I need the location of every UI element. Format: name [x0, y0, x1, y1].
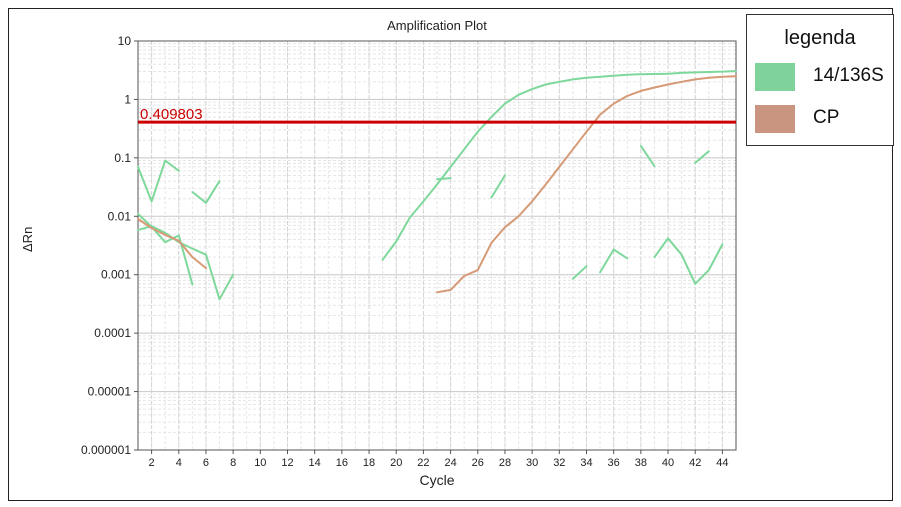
x-tick-label: 12 [281, 457, 293, 469]
y-tick-label: 0.00001 [88, 385, 132, 399]
x-tick-label: 10 [254, 457, 266, 469]
outer-border [8, 8, 893, 501]
y-tick-label: 0.01 [108, 209, 132, 223]
series-14-136s-line [571, 265, 588, 280]
y-tick-label: 0.0001 [94, 326, 131, 340]
legend-swatch-14-136s [755, 63, 795, 91]
series-14-136s-line [137, 212, 194, 286]
series-14-136s-line [137, 159, 180, 203]
series-cp-line [137, 218, 207, 270]
series-14-136s-line [639, 144, 656, 168]
x-tick-label: 6 [203, 457, 209, 469]
y-tick-label: 0.001 [101, 268, 131, 282]
y-tick-label: 0.000001 [81, 443, 131, 457]
legend: legenda 14/136S CP [746, 14, 894, 146]
series-14-136s-line [490, 174, 506, 199]
axis-box [137, 40, 737, 451]
x-tick-label: 20 [390, 457, 402, 469]
x-tick-label: 26 [472, 457, 484, 469]
x-tick-label: 34 [580, 457, 592, 469]
legend-swatch-cp [755, 105, 795, 133]
y-tick-label: 0.1 [114, 151, 131, 165]
x-tick-label: 28 [499, 457, 511, 469]
series-14-136s-line [653, 237, 724, 285]
legend-title: legenda [784, 27, 856, 49]
x-tick-label: 36 [608, 457, 620, 469]
series-14-136s-line [436, 177, 452, 181]
chart-title: Amplification Plot [387, 18, 487, 33]
y-tick-label: 10 [118, 34, 132, 48]
threshold-label: 0.409803 [140, 106, 203, 123]
x-tick-label: 40 [662, 457, 674, 469]
legend-label-cp: CP [813, 107, 840, 128]
x-tick-label: 16 [336, 457, 348, 469]
series-14-136s-line [694, 150, 710, 164]
series-14-136s-line [137, 225, 235, 301]
series-14-136s-line [599, 248, 629, 274]
y-axis-label: ΔRn [20, 226, 35, 252]
x-tick-label: 2 [149, 457, 155, 469]
x-tick-label: 14 [309, 457, 321, 469]
legend-label-14-136s: 14/136S [813, 65, 884, 86]
x-tick-label: 4 [176, 457, 182, 469]
x-tick-label: 22 [417, 457, 429, 469]
x-tick-label: 38 [635, 457, 647, 469]
x-tick-label: 30 [526, 457, 538, 469]
x-tick-label: 18 [363, 457, 375, 469]
x-tick-label: 32 [553, 457, 565, 469]
x-tick-label: 24 [444, 457, 456, 469]
x-tick-label: 44 [716, 457, 728, 469]
y-tick-label: 1 [124, 92, 131, 106]
x-axis-label: Cycle [419, 472, 455, 488]
x-tick-label: 8 [230, 457, 236, 469]
x-tick-label: 42 [689, 457, 701, 469]
series-cp-line [436, 75, 737, 294]
series-14-136s-line [191, 180, 221, 204]
